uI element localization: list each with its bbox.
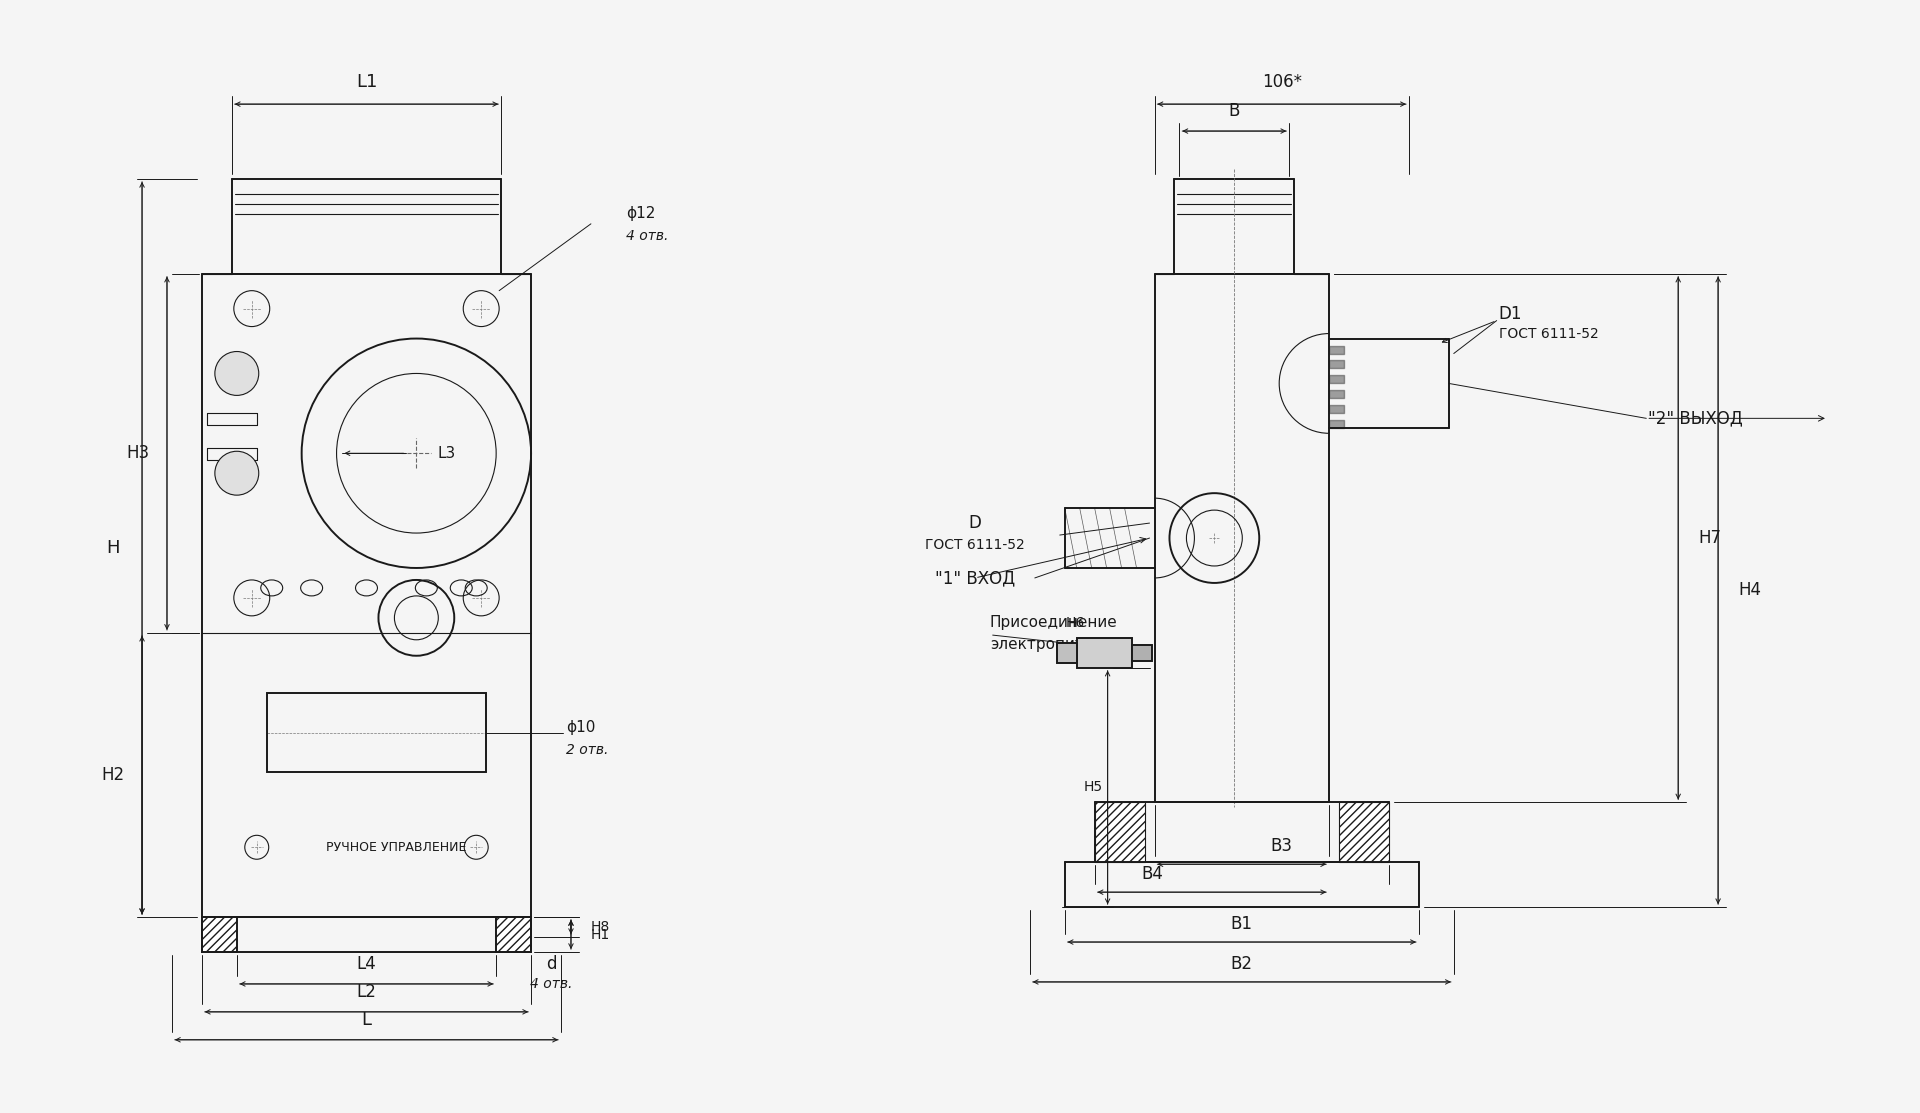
Circle shape: [215, 352, 259, 395]
Text: ϕ10: ϕ10: [566, 720, 595, 735]
Bar: [1058, 643, 1077, 662]
Text: H6: H6: [1066, 615, 1085, 630]
Text: B2: B2: [1231, 955, 1252, 973]
Text: D: D: [968, 514, 981, 532]
Text: B: B: [1229, 102, 1240, 120]
Text: ГОСТ 6111-52: ГОСТ 6111-52: [925, 538, 1025, 552]
Text: H4: H4: [1738, 581, 1761, 600]
Text: L3: L3: [438, 446, 455, 461]
Text: "1" ВХОД: "1" ВХОД: [935, 569, 1016, 587]
Bar: [1133, 644, 1152, 661]
Text: H: H: [108, 539, 121, 556]
Text: электропитания: электропитания: [991, 638, 1121, 652]
Bar: [495, 917, 532, 952]
Bar: [1094, 802, 1144, 863]
Text: L2: L2: [357, 983, 376, 1001]
Bar: [1077, 638, 1133, 668]
Text: "2" ВЫХОД: "2" ВЫХОД: [1647, 410, 1743, 427]
Text: H3: H3: [127, 444, 150, 462]
Text: РУЧНОЕ УПРАВЛЕНИЕ: РУЧНОЕ УПРАВЛЕНИЕ: [326, 840, 467, 854]
Text: B1: B1: [1231, 915, 1252, 933]
Text: L4: L4: [357, 955, 376, 973]
Text: Присоединение: Присоединение: [991, 615, 1117, 630]
Text: 4 отв.: 4 отв.: [626, 229, 668, 243]
Text: 2 отв.: 2 отв.: [566, 742, 609, 757]
Text: D1: D1: [1500, 305, 1523, 323]
Text: H1: H1: [591, 927, 611, 942]
Bar: [267, 692, 486, 772]
Text: L: L: [361, 1011, 371, 1028]
Text: H7: H7: [1697, 529, 1720, 548]
Circle shape: [215, 451, 259, 495]
Text: H8: H8: [591, 920, 611, 934]
Text: 4 отв.: 4 отв.: [530, 977, 572, 991]
Text: ГОСТ 6111-52: ГОСТ 6111-52: [1500, 326, 1599, 341]
Text: ϕ12: ϕ12: [626, 206, 655, 221]
Bar: [1338, 802, 1388, 863]
Text: B4: B4: [1140, 865, 1164, 884]
Text: H2: H2: [102, 766, 125, 784]
Text: B3: B3: [1271, 837, 1292, 855]
Text: 106*: 106*: [1261, 73, 1302, 91]
Text: d: d: [545, 955, 557, 973]
Bar: [202, 917, 236, 952]
Text: L1: L1: [355, 73, 376, 91]
Text: H5: H5: [1083, 780, 1102, 795]
